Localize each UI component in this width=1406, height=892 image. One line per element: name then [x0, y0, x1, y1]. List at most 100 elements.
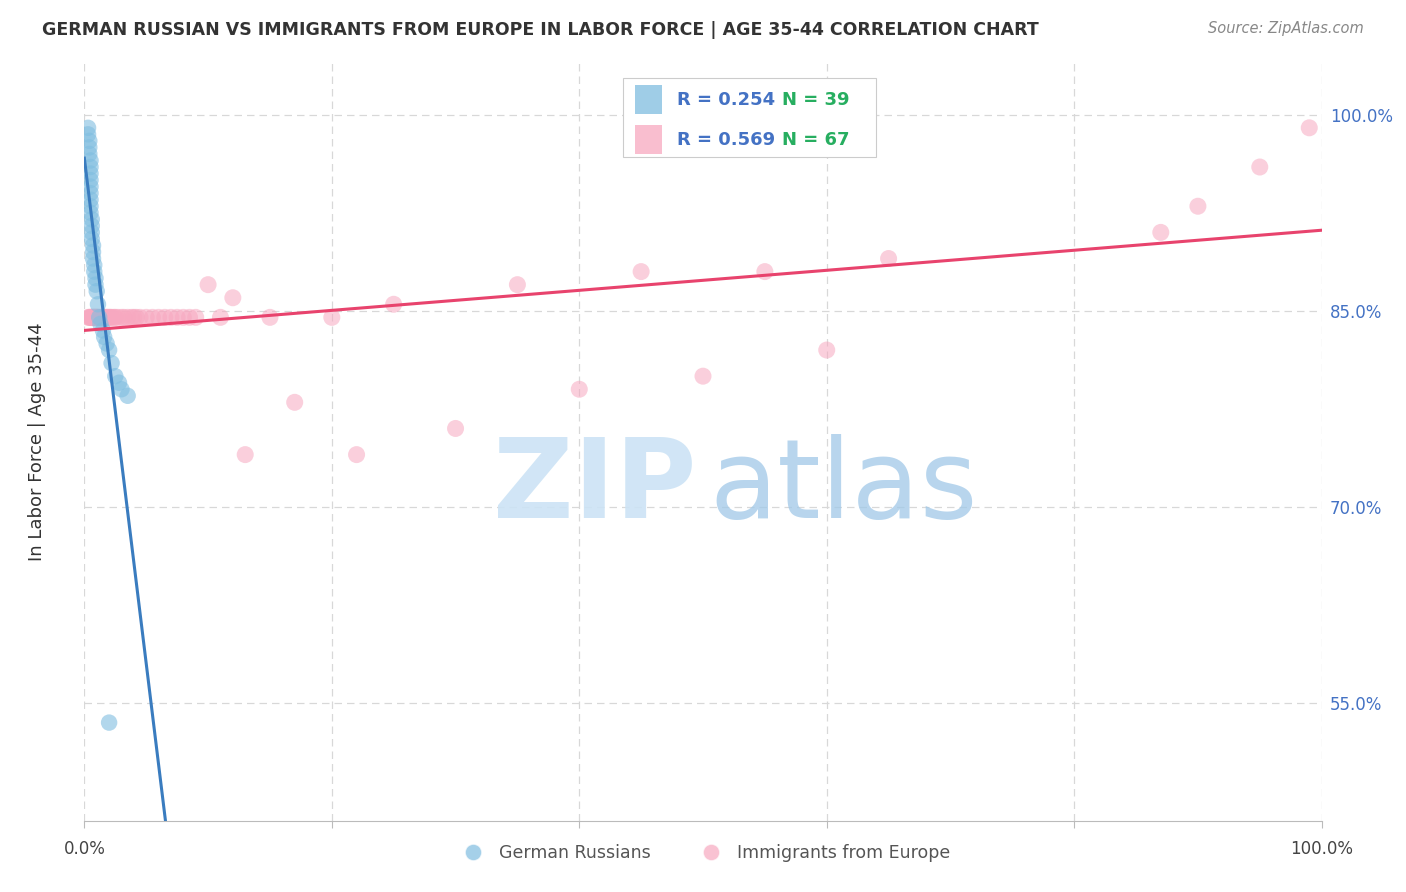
Point [98, 310, 121, 325]
Text: Source: ZipAtlas.com: Source: ZipAtlas.com [1208, 21, 1364, 36]
Point [284, 395, 307, 409]
Point [89, 310, 111, 325]
Point [233, 448, 256, 462]
Point [80, 310, 103, 325]
Point [148, 310, 170, 325]
Point [77, 310, 100, 325]
Text: 0.0%: 0.0% [63, 839, 105, 857]
Point [98, 310, 121, 325]
Point [117, 389, 139, 403]
Point [96, 310, 118, 325]
Point [79, 173, 101, 187]
Point [172, 310, 194, 325]
Point [506, 277, 529, 292]
Point [444, 421, 467, 435]
Point [79, 199, 101, 213]
Point [79, 167, 101, 181]
Point [125, 310, 148, 325]
Bar [623, 78, 876, 157]
Point [79, 134, 101, 148]
Point [87, 310, 110, 325]
Point [93, 310, 115, 325]
Point [1150, 226, 1173, 240]
Point [86, 310, 108, 325]
Point [80, 226, 103, 240]
Point [166, 310, 188, 325]
Bar [636, 86, 662, 114]
Point [79, 160, 101, 174]
Point [129, 310, 152, 325]
Point [79, 140, 101, 154]
Point [98, 343, 121, 357]
Point [79, 147, 101, 161]
Point [100, 310, 122, 325]
Point [87, 297, 110, 311]
Point [79, 310, 101, 325]
Point [82, 310, 104, 325]
Point [120, 310, 142, 325]
Point [179, 310, 201, 325]
Point [83, 310, 105, 325]
Text: atlas: atlas [709, 434, 977, 541]
Point [87, 310, 110, 325]
Point [80, 219, 103, 233]
Point [754, 264, 776, 278]
Point [815, 343, 838, 357]
Point [89, 317, 111, 331]
Point [82, 252, 104, 266]
Point [77, 120, 100, 135]
Point [382, 297, 405, 311]
Point [89, 310, 111, 325]
Point [135, 310, 157, 325]
Point [79, 206, 101, 220]
Point [692, 369, 714, 384]
Point [83, 258, 105, 272]
Point [84, 277, 107, 292]
Point [84, 310, 107, 325]
Point [86, 310, 108, 325]
Point [108, 376, 131, 390]
Point [82, 310, 104, 325]
Point [84, 310, 107, 325]
Point [98, 715, 121, 730]
Point [79, 193, 101, 207]
Text: ZIP: ZIP [494, 434, 697, 541]
Point [104, 310, 127, 325]
Point [184, 310, 207, 325]
Text: 100.0%: 100.0% [1291, 839, 1353, 857]
Point [84, 271, 107, 285]
Point [86, 284, 108, 298]
Text: GERMAN RUSSIAN VS IMMIGRANTS FROM EUROPE IN LABOR FORCE | AGE 35-44 CORRELATION : GERMAN RUSSIAN VS IMMIGRANTS FROM EUROPE… [42, 21, 1039, 38]
Text: R = 0.254: R = 0.254 [678, 91, 775, 109]
Point [82, 244, 104, 259]
Point [82, 238, 104, 252]
Point [153, 310, 176, 325]
Point [117, 310, 139, 325]
Point [112, 310, 135, 325]
Point [96, 336, 118, 351]
Point [222, 291, 245, 305]
Point [141, 310, 163, 325]
Point [209, 310, 232, 325]
Point [122, 310, 145, 325]
Point [80, 232, 103, 246]
Point [91, 323, 114, 337]
Point [80, 212, 103, 227]
Point [259, 310, 281, 325]
Point [1249, 160, 1271, 174]
Text: R = 0.569: R = 0.569 [678, 131, 775, 149]
Point [79, 153, 101, 168]
Point [197, 277, 219, 292]
Text: N = 39: N = 39 [782, 91, 849, 109]
Point [110, 382, 132, 396]
Text: In Labor Force | Age 35-44: In Labor Force | Age 35-44 [28, 322, 46, 561]
Point [160, 310, 183, 325]
Point [103, 310, 125, 325]
Point [1187, 199, 1209, 213]
Point [1298, 120, 1320, 135]
Point [93, 330, 115, 344]
Legend: German Russians, Immigrants from Europe: German Russians, Immigrants from Europe [449, 837, 957, 869]
Point [83, 264, 105, 278]
Text: N = 67: N = 67 [782, 131, 849, 149]
Point [630, 264, 652, 278]
